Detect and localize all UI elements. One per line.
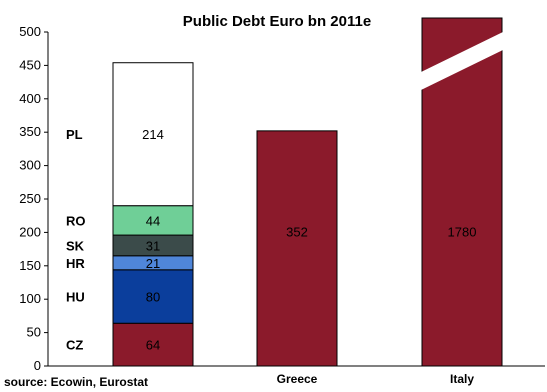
- segment-label-ro: RO: [66, 213, 86, 228]
- y-tick-label: 300: [19, 158, 41, 173]
- data-label-pl: 214: [142, 127, 164, 142]
- axis-break-mark: [419, 30, 507, 91]
- category-labels: Greece Italy: [277, 372, 475, 386]
- stack-segment-cz: [112, 322, 194, 367]
- segment-label-hr: HR: [66, 256, 85, 271]
- y-tick-label: 0: [34, 358, 41, 373]
- y-tick-label: 500: [19, 24, 41, 39]
- y-tick-label: 400: [19, 91, 41, 106]
- y-tick-label: 50: [27, 325, 41, 340]
- y-tick-label: 100: [19, 291, 41, 306]
- stack-segment-pl: [112, 62, 194, 207]
- data-label-hr: 21: [146, 256, 160, 271]
- y-tick-label: 450: [19, 57, 41, 72]
- data-label-italy: 1780: [448, 224, 477, 239]
- stack-segment-hu: [112, 269, 194, 324]
- data-label-greece: 352: [286, 224, 308, 239]
- chart-title: Public Debt Euro bn 2011e: [183, 13, 371, 30]
- y-tick-label: 150: [19, 258, 41, 273]
- segment-label-pl: PL: [66, 127, 83, 142]
- stack-segment-ro: [112, 205, 194, 236]
- segment-label-cz: CZ: [66, 338, 83, 353]
- data-label-sk: 31: [146, 238, 160, 253]
- data-label-hu: 80: [146, 290, 160, 305]
- data-label-cz: 64: [146, 338, 160, 353]
- y-axis-ticks: 0 50 100 150 200 250 300 350 400 450 500: [19, 24, 48, 373]
- y-tick-label: 250: [19, 191, 41, 206]
- bar-greece: [256, 130, 338, 367]
- segment-label-hu: HU: [66, 290, 85, 305]
- segment-label-sk: SK: [66, 238, 85, 253]
- y-tick-label: 350: [19, 124, 41, 139]
- data-label-ro: 44: [146, 213, 160, 228]
- category-label-italy: Italy: [450, 372, 474, 386]
- y-tick-label: 200: [19, 224, 41, 239]
- category-label-greece: Greece: [277, 372, 318, 386]
- source-note: source: Ecowin, Eurostat: [4, 375, 148, 389]
- bar-group: 64 CZ 80 HU 21 HR 31 SK 44 RO 214 PL 352 1780: [66, 17, 507, 367]
